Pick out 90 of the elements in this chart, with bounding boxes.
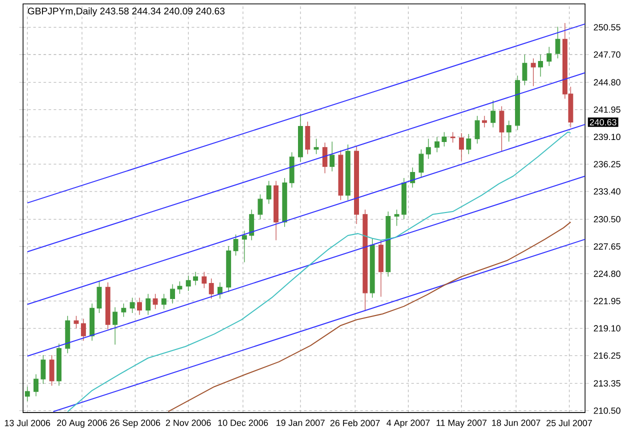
candlestick	[338, 150, 344, 200]
y-tick-label: 244.80	[594, 79, 620, 86]
annotation: 240.63	[590, 119, 616, 126]
y-tick-label: 213.35	[594, 380, 620, 387]
candlestick	[34, 374, 38, 397]
candlestick	[130, 297, 135, 314]
x-tick-label: 2 Nov 2006	[166, 420, 211, 426]
candlestick	[370, 238, 375, 298]
candlestick	[105, 282, 110, 330]
y-tick-label: 227.65	[594, 243, 620, 250]
x-tick-label: 4 Apr 2007	[386, 420, 430, 428]
x-tick-label: 20 Aug 2006	[57, 420, 107, 428]
candlestick	[298, 114, 303, 162]
candlestick	[386, 211, 391, 277]
y-tick-label: 236.25	[594, 161, 620, 168]
candlestick	[121, 303, 126, 318]
line-series	[67, 132, 572, 412]
candlestick	[442, 132, 447, 147]
candlestick	[170, 284, 176, 304]
candlestick	[56, 343, 62, 386]
x-tick-label: 18 Jun 2007	[492, 420, 540, 426]
candlestick	[362, 209, 368, 312]
candlestick	[330, 141, 335, 172]
y-tick-label: 216.25	[594, 352, 620, 359]
candlestick	[146, 294, 151, 316]
line-series	[168, 222, 572, 412]
candlestick	[24, 386, 30, 402]
candlestick	[418, 149, 424, 178]
candlestick	[112, 306, 118, 345]
candlestick	[546, 46, 552, 66]
y-tick-label: 239.10	[594, 134, 620, 140]
candlestick	[289, 152, 294, 188]
x-tick-label: 26 Feb 2007	[330, 420, 380, 426]
y-tick-label: 233.40	[594, 188, 620, 195]
candlestick	[458, 132, 464, 162]
candlestick	[530, 58, 536, 86]
y-tick-label: 247.70	[594, 51, 620, 58]
candlestick	[322, 142, 328, 174]
candlestick	[40, 354, 46, 384]
candlestick	[137, 297, 142, 316]
x-tick-label: 13 Jul 2006	[4, 420, 50, 426]
candlestick	[258, 194, 263, 220]
candlestick	[506, 120, 512, 142]
candlestick	[314, 138, 319, 154]
candlestick	[65, 316, 70, 354]
candlestick	[522, 54, 528, 86]
y-tick-label: 241.95	[594, 106, 620, 113]
candlestick	[538, 54, 543, 77]
candlestick	[90, 303, 95, 342]
candlestick	[186, 275, 191, 292]
candlestick	[282, 178, 288, 228]
candlestick	[49, 354, 54, 386]
candlestick	[152, 294, 158, 310]
chart-title: GBPJPYm,Daily 243.58 244.34 240.09 240.63	[28, 7, 225, 16]
candlestick	[482, 116, 487, 128]
candlestick	[80, 318, 86, 342]
candlestick	[345, 144, 350, 200]
candlestick	[266, 180, 272, 204]
x-tick-label: 26 Sep 2006	[110, 420, 160, 428]
y-tick-label: 224.80	[594, 270, 620, 277]
candlestick	[208, 278, 214, 299]
y-tick-label: 210.50	[594, 407, 620, 414]
candlestick	[515, 75, 520, 131]
candlestick	[161, 294, 166, 310]
x-tick-label: 25 Jul 2007	[546, 420, 592, 426]
candlestick	[193, 272, 198, 286]
x-tick-label: 10 Dec 2006	[218, 420, 268, 426]
y-tick-label: 221.95	[594, 298, 620, 304]
candlestick	[490, 100, 496, 128]
candlestick	[426, 138, 431, 160]
candlestick	[202, 272, 207, 288]
candlestick	[394, 209, 400, 226]
candlestick	[401, 178, 406, 220]
candlestick	[354, 146, 360, 224]
y-tick-label: 219.10	[594, 325, 620, 332]
candlestick	[218, 282, 222, 299]
candlestick	[233, 234, 238, 256]
x-tick-label: 11 May 2007	[436, 420, 487, 428]
y-tick-label: 230.50	[594, 216, 620, 222]
candlestick	[434, 136, 440, 153]
x-tick-label: 19 Jan 2007	[276, 420, 325, 426]
candlestick	[305, 121, 310, 154]
y-tick-label: 250.55	[594, 24, 620, 30]
candlestick	[226, 246, 232, 292]
candlestick	[177, 281, 182, 294]
candlestick	[466, 134, 472, 154]
candlestick	[274, 180, 279, 241]
candlestick	[499, 106, 504, 152]
candlestick	[378, 240, 384, 298]
candlestick	[249, 209, 254, 241]
